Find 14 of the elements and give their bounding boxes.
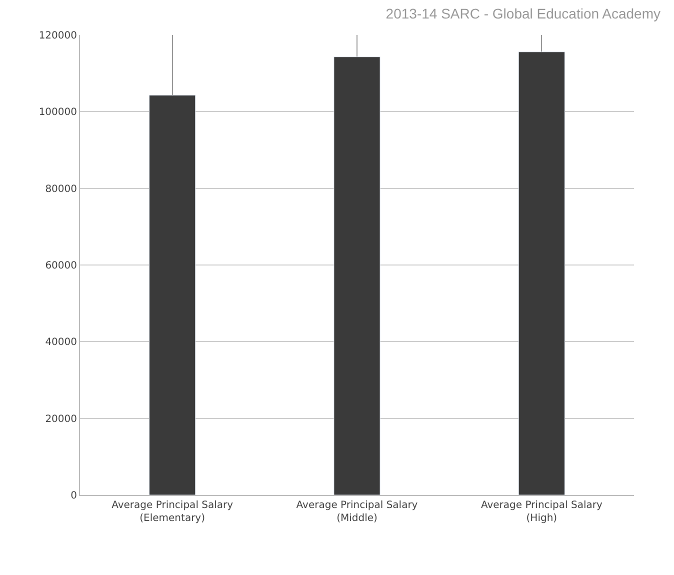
y-tick-label: 80000 [45, 184, 77, 195]
y-tick-label: 60000 [45, 260, 77, 272]
y-tick-label: 40000 [45, 337, 77, 348]
bar [149, 94, 196, 495]
chart-title: 2013-14 SARC - Global Education Academy [386, 5, 661, 22]
x-tick-label: Average Principal Salary (High) [480, 500, 602, 524]
bar [334, 56, 380, 495]
y-tick-label: 20000 [45, 414, 77, 425]
y-tick-label: 100000 [38, 107, 77, 118]
x-tick-label: Average Principal Salary (Elementary) [112, 500, 234, 524]
y-tick-label: 120000 [38, 30, 77, 42]
y-tick-label: 0 [70, 490, 77, 502]
bar [518, 52, 565, 495]
x-tick-label: Average Principal Salary (Middle) [296, 500, 418, 524]
